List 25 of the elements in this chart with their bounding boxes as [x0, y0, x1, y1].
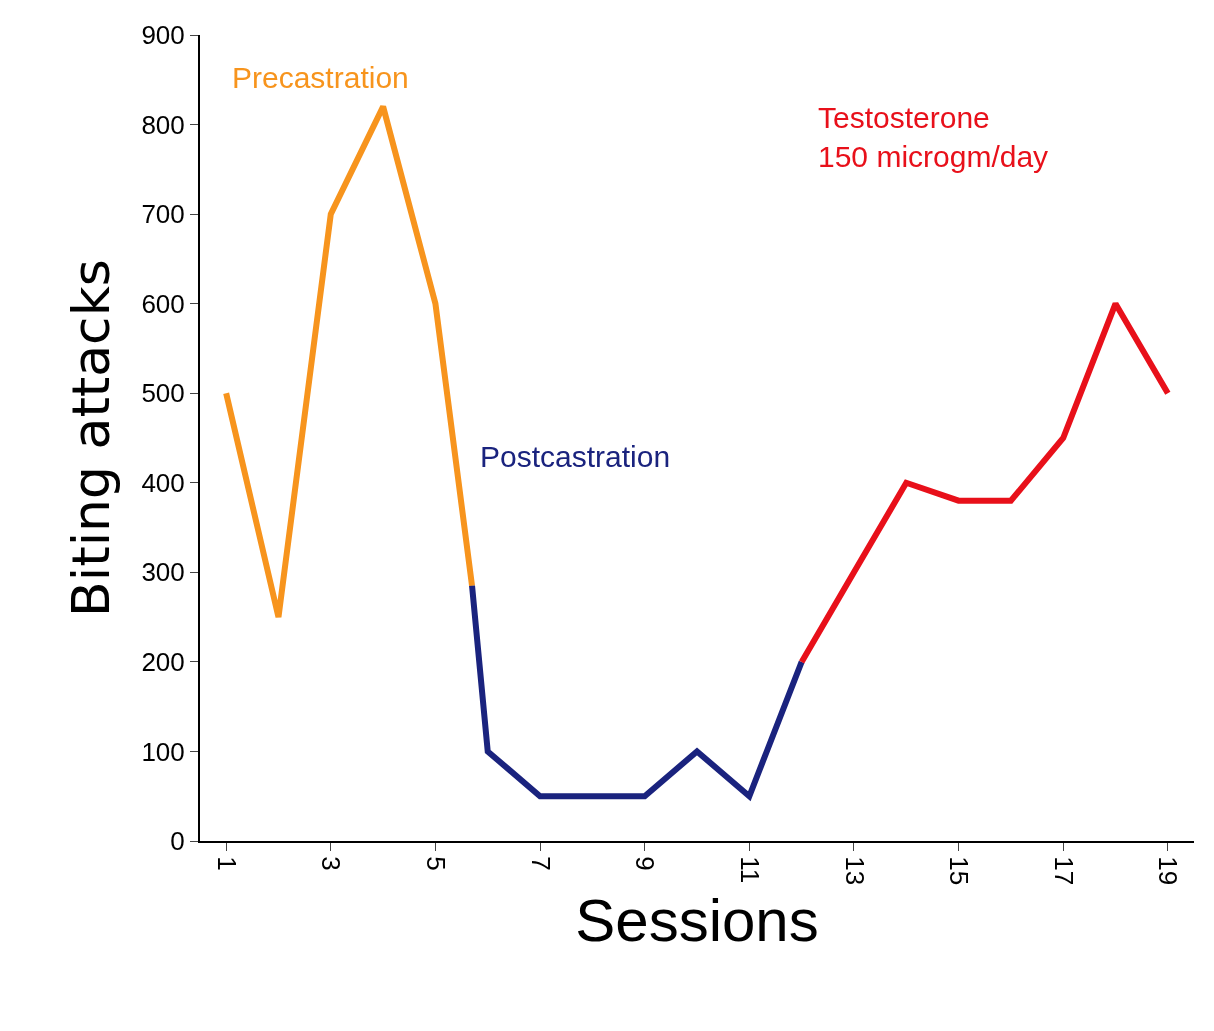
annotation: Precastration — [232, 61, 409, 94]
x-tick-label: 13 — [839, 856, 870, 886]
y-tick-label: 600 — [141, 288, 185, 319]
x-tick-label: 11 — [734, 856, 765, 884]
annotation: Postcastration — [480, 440, 671, 473]
y-tick-label: 0 — [170, 826, 185, 857]
x-tick-label: 7 — [525, 856, 556, 871]
y-tick-label: 200 — [141, 646, 185, 677]
x-tick-label: 15 — [944, 856, 975, 886]
y-tick-label: 400 — [141, 467, 185, 498]
x-tick-label: 5 — [420, 856, 451, 871]
x-tick-label: 9 — [630, 856, 661, 871]
y-tick-label: 100 — [141, 736, 185, 767]
x-tick-label: 19 — [1153, 856, 1184, 886]
x-tick-label: 1 — [211, 856, 242, 871]
y-tick-label: 500 — [141, 378, 185, 409]
x-tick-label: 3 — [316, 856, 347, 871]
y-tick-label: 800 — [141, 109, 185, 140]
y-axis-title: Biting attacks — [61, 259, 122, 617]
x-axis-title: Sessions — [575, 887, 819, 955]
y-tick-label: 300 — [141, 557, 185, 588]
y-tick-label: 700 — [141, 199, 185, 230]
y-tick-label: 900 — [141, 20, 185, 51]
x-tick-label: 17 — [1048, 856, 1079, 886]
annotation: Testosterone 150 microgm/day — [818, 101, 1049, 173]
